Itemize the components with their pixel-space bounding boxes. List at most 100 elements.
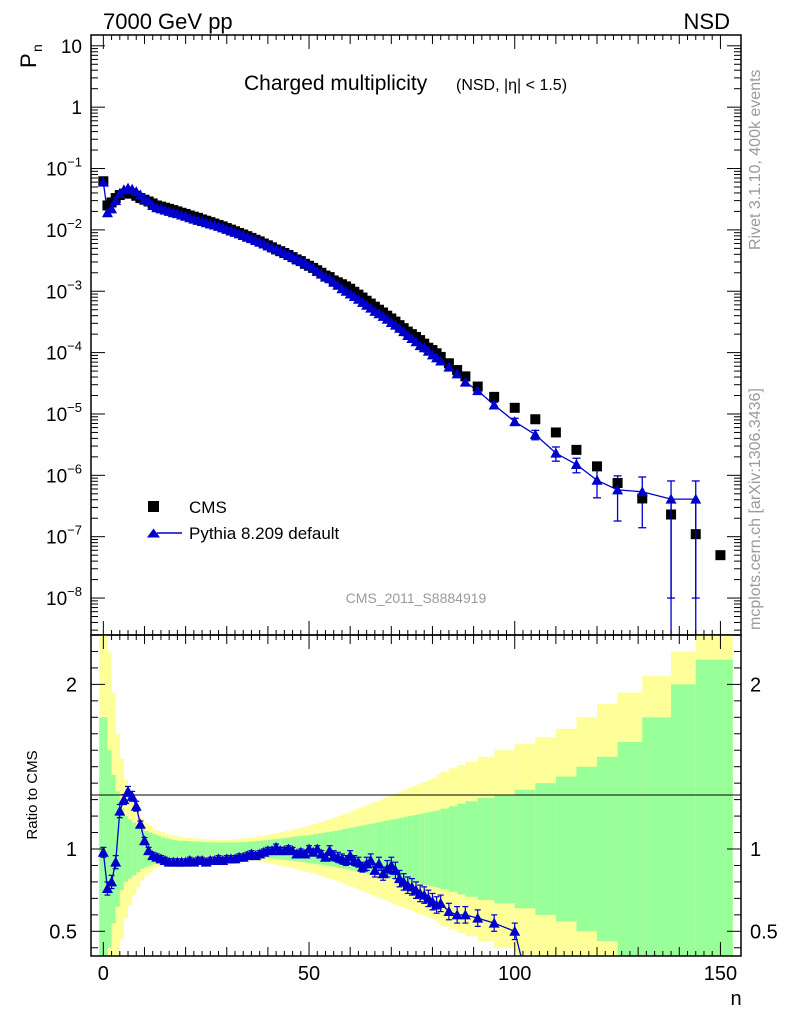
chart-title: Charged multiplicity: [244, 72, 428, 95]
ratio-green-band: [695, 659, 721, 956]
legend-pythia-marker: [147, 528, 160, 538]
main-y-tick-label: 10−1: [46, 155, 82, 181]
cms-point: [571, 444, 582, 455]
ratio-green-band: [230, 842, 235, 856]
pythia-point: [97, 176, 109, 187]
process-label: NSD: [684, 9, 730, 34]
x-tick-label: 100: [498, 963, 531, 985]
ratio-green-band: [440, 808, 449, 890]
ratio-green-band: [642, 717, 672, 956]
ratio-green-band: [337, 830, 342, 868]
ratio-green-band: [535, 783, 556, 915]
main-y-tick-label: 10−5: [46, 400, 82, 426]
x-tick-label: 50: [298, 963, 320, 985]
ratio-green-band: [193, 841, 198, 857]
ratio-green-band: [350, 827, 355, 871]
main-y-tick-label-base: 10: [46, 466, 67, 487]
ratio-green-band: [226, 842, 231, 856]
ratio-green-band: [395, 818, 400, 880]
ratio-point: [459, 909, 471, 920]
ratio-point: [110, 856, 122, 867]
pythia-point: [488, 399, 500, 410]
pythia-point: [591, 474, 603, 485]
legend-cms-label: CMS: [189, 498, 227, 517]
analysis-label: CMS_2011_S8884919: [346, 590, 487, 606]
ratio-green-band: [411, 815, 416, 883]
ratio-green-band: [576, 766, 598, 932]
ratio-point: [138, 835, 150, 846]
ratio-green-band: [234, 842, 240, 856]
x-tick-label: 150: [704, 963, 737, 985]
pythia-point: [451, 368, 463, 379]
ratio-point: [114, 805, 126, 816]
main-y-tick-label-exp: −5: [67, 400, 82, 415]
energy-label: 7000 GeV pp: [103, 9, 233, 34]
ratio-green-band: [457, 803, 466, 895]
ratio-green-band: [169, 839, 174, 859]
ratio-y-ticks: [91, 650, 741, 949]
ratio-point: [365, 855, 377, 866]
main-y-tick-label-exp: −8: [67, 584, 82, 599]
ratio-data-marks: [97, 785, 522, 956]
cms-point: [612, 478, 623, 489]
main-y-tick-label: 10−2: [46, 216, 82, 242]
pythia-point: [690, 493, 702, 504]
ratio-green-band: [218, 842, 223, 856]
cms-point: [715, 550, 726, 561]
ratio-green-band: [383, 821, 388, 877]
ratio-point: [488, 917, 500, 928]
ratio-y-tick-label-left: 2: [66, 674, 77, 696]
ratio-uncertainty-bands: [99, 635, 733, 956]
ratio-y-tick-label-left: 0.5: [49, 921, 77, 943]
pythia-point: [570, 459, 582, 470]
ratio-green-band: [123, 816, 129, 882]
ratio-x-ticks: [102, 635, 721, 956]
ratio-point: [509, 925, 521, 936]
main-y-axis-label: P: [16, 53, 41, 68]
main-y-tick-label: 10−4: [46, 339, 82, 365]
ratio-green-band: [514, 789, 536, 909]
ratio-point: [451, 909, 463, 920]
ratio-green-band: [119, 807, 124, 891]
ratio-green-band: [160, 837, 166, 861]
ratio-green-band: [251, 841, 256, 857]
ratio-green-band: [132, 822, 137, 876]
ratio-green-band: [494, 794, 515, 904]
main-y-tick-label: 10−6: [46, 461, 82, 487]
pythia-point: [636, 486, 648, 497]
main-y-tick-label-exp: −3: [67, 277, 82, 292]
ratio-green-band: [597, 756, 618, 942]
pythia-point: [550, 447, 562, 458]
ratio-green-band: [341, 829, 347, 869]
ratio-green-band: [173, 839, 178, 859]
ratio-point: [472, 912, 484, 923]
ratio-point: [319, 851, 331, 862]
ratio-green-band: [140, 829, 145, 869]
ratio-green-band: [407, 816, 412, 882]
ratio-green-band: [165, 838, 170, 860]
ratio-green-band: [197, 841, 203, 857]
ratio-point: [435, 897, 447, 908]
main-y-tick-label-exp: −7: [67, 523, 82, 538]
chart-title-suffix: (NSD, |η| < 1.5): [456, 77, 567, 94]
legend: CMS Pythia 8.209 default: [147, 498, 340, 543]
ratio-green-band: [128, 819, 133, 879]
ratio-green-band: [321, 832, 326, 866]
ratio-green-band: [181, 840, 186, 858]
cms-point: [592, 461, 603, 472]
cms-point: [489, 391, 500, 402]
ratio-green-band: [111, 774, 116, 924]
ratio-green-band: [617, 742, 643, 956]
ratio-clipped-group: [97, 785, 522, 956]
main-y-tick-label: 10−8: [46, 584, 82, 610]
ratio-green-band: [243, 841, 248, 857]
ratio-point: [130, 800, 142, 811]
ratio-green-band: [136, 825, 141, 873]
main-y-tick-label: 10: [61, 37, 82, 58]
ratio-green-band: [202, 841, 207, 857]
ratio-green-band: [448, 806, 458, 892]
ratio-point: [134, 818, 146, 829]
main-y-tick-label-base: 10: [46, 589, 67, 610]
